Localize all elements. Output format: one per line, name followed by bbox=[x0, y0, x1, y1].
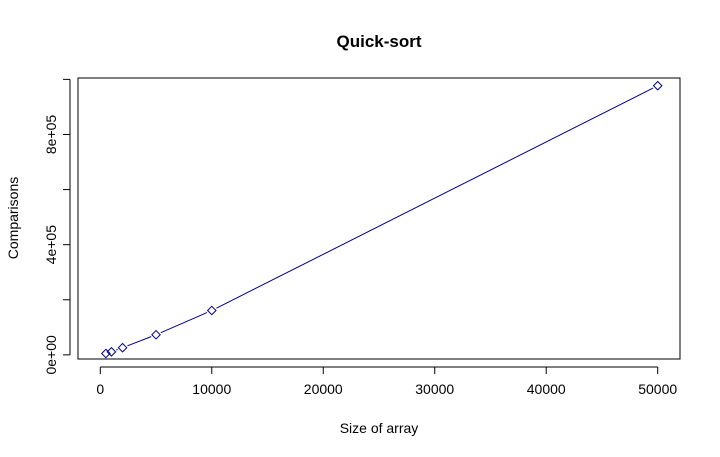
data-point-marker bbox=[652, 80, 663, 91]
x-tick-label: 20000 bbox=[304, 381, 343, 397]
data-point-marker bbox=[100, 348, 111, 359]
plot-area-frame bbox=[77, 77, 681, 360]
x-axis: 0 10000 20000 30000 40000 50000 bbox=[96, 366, 677, 397]
x-tick-label: 30000 bbox=[415, 381, 454, 397]
data-point-marker bbox=[106, 346, 117, 357]
x-tick-label: 40000 bbox=[527, 381, 566, 397]
series-line-segment bbox=[216, 87, 654, 309]
y-tick-label: 4e+05 bbox=[43, 225, 59, 265]
data-point-marker bbox=[206, 305, 217, 316]
series-line-segment bbox=[160, 312, 208, 334]
series-line-segment bbox=[127, 336, 152, 347]
series-layer bbox=[100, 80, 663, 359]
data-point-marker bbox=[117, 342, 128, 353]
x-tick-label: 50000 bbox=[638, 381, 677, 397]
y-axis-label: Comparisons bbox=[5, 177, 21, 259]
data-point-marker bbox=[151, 329, 161, 340]
series-line-segment bbox=[116, 349, 118, 351]
y-tick-label: 8e+05 bbox=[43, 115, 59, 155]
y-axis: 0e+00 4e+05 8e+05 bbox=[43, 78, 71, 375]
x-axis-label: Size of array bbox=[340, 420, 419, 436]
y-tick-label: 0e+00 bbox=[43, 335, 59, 375]
x-tick-label: 0 bbox=[96, 381, 104, 397]
chart-title: Quick-sort bbox=[336, 32, 421, 51]
x-tick-label: 10000 bbox=[192, 381, 231, 397]
